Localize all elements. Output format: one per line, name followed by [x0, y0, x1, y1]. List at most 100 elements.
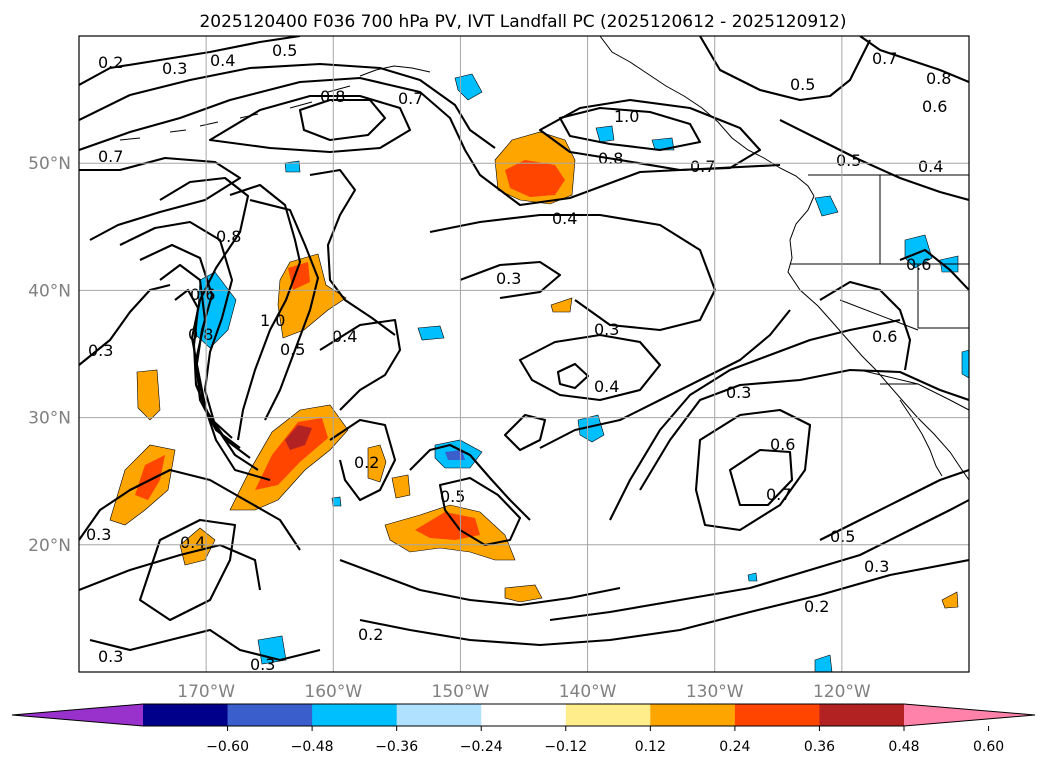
fill-neg-ak-2	[595, 125, 615, 143]
contour-label: 0.3	[162, 59, 187, 78]
colorbar-tick-label: 0.24	[719, 739, 750, 755]
contour-label: 0.7	[872, 49, 897, 68]
contour-label: 0.3	[496, 269, 521, 288]
contour-label: 0.6	[922, 97, 947, 116]
fill-neg-west-coast	[814, 195, 839, 217]
pv-contour	[159, 263, 241, 449]
contour-label: 0.4	[918, 157, 943, 176]
pv-contour	[558, 106, 702, 152]
fill-central-40n-core	[288, 262, 310, 290]
fill-hawaii-north-b	[391, 474, 411, 499]
pv-contour	[694, 408, 812, 532]
fill-neg-ak-1	[454, 73, 483, 101]
fill-neg-ak-3	[651, 137, 675, 151]
colorbar-segment	[650, 704, 736, 726]
colorbar-segment	[227, 704, 313, 726]
pv-contour	[429, 213, 717, 332]
pv-contour	[79, 76, 781, 207]
pv-contour	[89, 628, 321, 662]
pv-contour	[409, 443, 531, 521]
map-background	[79, 36, 969, 672]
colorbar-tick-label: −0.12	[544, 739, 587, 755]
fill-neg-bottom-2	[814, 654, 833, 672]
contour-label: 0.3	[594, 320, 619, 339]
fill-subtropical-band-mid	[255, 418, 328, 490]
contour-label: 0.8	[598, 149, 623, 168]
colorbar-extend-max	[904, 704, 1035, 726]
lon-tick-label: 130°W	[686, 682, 744, 702]
contour-label: 0.4	[594, 377, 619, 396]
pv-contour	[159, 176, 271, 482]
pv-contour	[319, 318, 402, 411]
pv-contour	[459, 260, 562, 300]
contour-label: 0.3	[250, 655, 275, 674]
contour-label: 0.4	[552, 209, 577, 228]
lat-tick-label: 50°N	[28, 154, 71, 174]
lon-tick-label: 160°W	[304, 682, 362, 702]
contour-label: 0.8	[926, 69, 951, 88]
colorbar-segment	[143, 704, 229, 726]
pv-contour	[639, 368, 969, 491]
us-coast	[787, 195, 969, 481]
colorbar-extend-min	[12, 704, 143, 726]
contour-label: 0.3	[98, 647, 123, 666]
colorbar-segment	[734, 704, 820, 726]
pv-contour	[79, 283, 171, 366]
colorbar-tick-label: −0.60	[206, 739, 249, 755]
contour-label: 0.3	[864, 557, 889, 576]
fill-neg-ec-1	[417, 325, 445, 341]
pv-contour	[609, 318, 901, 521]
contour-label: 0.7	[766, 485, 791, 504]
contour-label: 0.3	[86, 525, 111, 544]
lat-tick-label: 40°N	[28, 281, 71, 301]
ivt-positive-fills	[109, 131, 959, 609]
contour-label: 0.3	[88, 341, 113, 360]
colorbar-tick-label: 0.48	[888, 739, 919, 755]
pv-contour	[339, 559, 621, 607]
pv-contour	[819, 280, 912, 371]
pv-contour	[138, 518, 237, 622]
map-frame	[78, 35, 970, 673]
colorbar-tick-label: 0.60	[973, 739, 1004, 755]
contour-label: 1.0	[260, 311, 285, 330]
colorbar: −0.60 −0.48 −0.36 −0.24 −0.12 0.12 0.24 0.36 0.4…	[11, 703, 1036, 755]
colorbar-tick-label: −0.48	[291, 739, 334, 755]
contour-label: 0.8	[188, 325, 213, 344]
fill-neg-ec-3	[331, 496, 342, 507]
contour-label: 0.6	[770, 435, 795, 454]
contour-label: 0.5	[830, 527, 855, 546]
lon-tick-label: 120°W	[813, 682, 871, 702]
pv-contour	[438, 476, 522, 547]
pv-contour	[329, 418, 397, 502]
contour-label: 0.6	[872, 327, 897, 346]
contour-label: 0.2	[358, 625, 383, 644]
contour-label: 0.3	[726, 383, 751, 402]
lon-tick-label: 150°W	[432, 682, 490, 702]
pv-contour	[538, 98, 762, 172]
lon-tick-label: 140°W	[559, 682, 617, 702]
fill-gulf-of-alaska-core	[505, 160, 565, 197]
us-states	[790, 175, 969, 385]
pv-contour	[229, 183, 302, 441]
contour-label: 0.2	[354, 453, 379, 472]
colorbar-segment	[565, 704, 651, 726]
contour-label: 0.5	[280, 340, 305, 359]
fill-neg-ec-4	[747, 572, 758, 582]
baja	[899, 399, 943, 477]
pv-contour	[899, 248, 969, 291]
pv-contour	[779, 119, 969, 202]
pv-contour	[549, 499, 969, 622]
contour-label: 0.7	[690, 157, 715, 176]
colorbar-tick-label: 0.36	[804, 739, 835, 755]
colorbar-segment	[819, 704, 905, 726]
pv-contour	[819, 469, 969, 541]
lon-tick-label: 170°W	[177, 682, 235, 702]
fill-west-25n-core	[135, 455, 165, 500]
fill-ec-32n	[550, 297, 573, 313]
fill-hawaii-south	[504, 584, 543, 603]
pv-contour	[518, 333, 662, 402]
longitude-labels: 170°W 160°W 150°W 140°W 130°W 120°W	[177, 682, 871, 702]
contour-label: 0.4	[180, 533, 205, 552]
map-panel: 0.2 0.3 0.4 0.5 0.8 0.7 1.0 0.8 0.7 0.5 …	[78, 35, 970, 674]
pv-contours	[79, 36, 969, 662]
